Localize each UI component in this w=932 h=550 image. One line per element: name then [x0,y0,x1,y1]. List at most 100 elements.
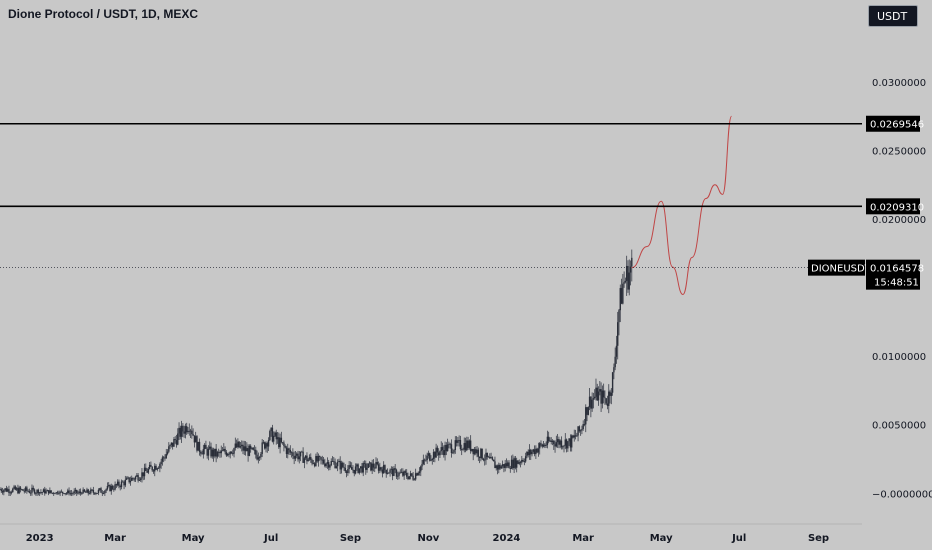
candle-body [499,464,501,469]
candle-body [70,493,73,495]
candle-body [395,469,398,477]
x-tick-label: 2023 [26,533,54,544]
candle-body [145,467,147,471]
candle-body [555,442,558,447]
candle-body [403,471,405,476]
candle-body [412,475,414,480]
candle-body [381,469,384,474]
candle-body [182,425,184,432]
candle-body [106,485,109,490]
candle-body [601,390,604,404]
candle-body [425,459,427,461]
candle-body [178,427,180,434]
candle-body [590,396,592,409]
candle-body [113,488,115,490]
x-tick-label: May [650,533,673,544]
candle-body [237,441,239,448]
candle-body [79,491,82,494]
candle-body [524,456,527,462]
candle-body [67,490,69,494]
candle-body [452,452,454,454]
candle-body [620,288,623,304]
candle-body [271,427,274,442]
candle-body [320,456,322,460]
candle-body [142,472,144,477]
candle-body [551,440,554,442]
candle-body [270,427,272,432]
candle-body [361,466,363,473]
candle-body [435,447,437,458]
x-tick-label: Jul [263,533,278,544]
candle-body [554,444,556,447]
candle-body [87,489,89,494]
candle-body [379,467,381,471]
candle-body [154,465,156,472]
candle-body [500,466,503,469]
candle-body [604,397,606,399]
candle-body [464,443,467,451]
candle-body [629,266,632,273]
candle-body [90,489,92,494]
candle-body [206,448,208,456]
candle-body [628,272,630,290]
candle-body [494,461,496,469]
candle-body [588,396,591,408]
candle-body [408,476,410,480]
candle-body [623,282,625,284]
candle-body [336,461,339,467]
candle-body [258,457,261,458]
candle-body [86,489,88,493]
candle-body [173,439,175,447]
candle-body [275,432,277,440]
candle-body [137,475,139,481]
candle-body [577,426,579,436]
candle-body [310,457,312,460]
candle-body [188,430,190,432]
candle-body [304,455,307,459]
candle-body [132,477,134,479]
candle-body [421,463,423,467]
candle-body [610,392,613,396]
candle-body [449,443,451,445]
candle-body [36,489,38,494]
candle-body [384,465,386,470]
candle-body [523,461,526,462]
candle-body [55,492,57,494]
candle-body [609,391,611,396]
candle-body [556,439,559,443]
candle-body [450,444,453,454]
candle-body [169,444,171,447]
candle-body [549,440,551,442]
candle-body [358,468,361,473]
candle-body [587,407,590,415]
candle-body [527,451,529,456]
candle-body [420,466,422,472]
candle-body [60,491,63,493]
candle-body [207,448,210,456]
candle-body [459,440,462,450]
y-tick-label: 0.0250000 [872,147,926,158]
candle-body [406,472,408,477]
candle-body [596,387,598,401]
candle-body [597,391,600,401]
candle-body [146,470,148,473]
candle-body [394,468,396,470]
candle-body [357,464,359,473]
candle-body [229,451,231,455]
candle-body [205,444,207,449]
candle-body [586,407,588,415]
last-price-tag [866,259,920,290]
candle-body [558,439,560,445]
candle-body [490,457,492,459]
candle-body [404,471,407,473]
candle-body [517,460,519,464]
candle-body [411,473,413,476]
candle-body [122,481,124,483]
candle-body [4,488,6,491]
candle-body [540,443,542,445]
candle-body [5,488,8,492]
candle-body [573,435,575,438]
currency-button[interactable]: USDT [868,5,918,27]
candle-body [510,459,513,469]
